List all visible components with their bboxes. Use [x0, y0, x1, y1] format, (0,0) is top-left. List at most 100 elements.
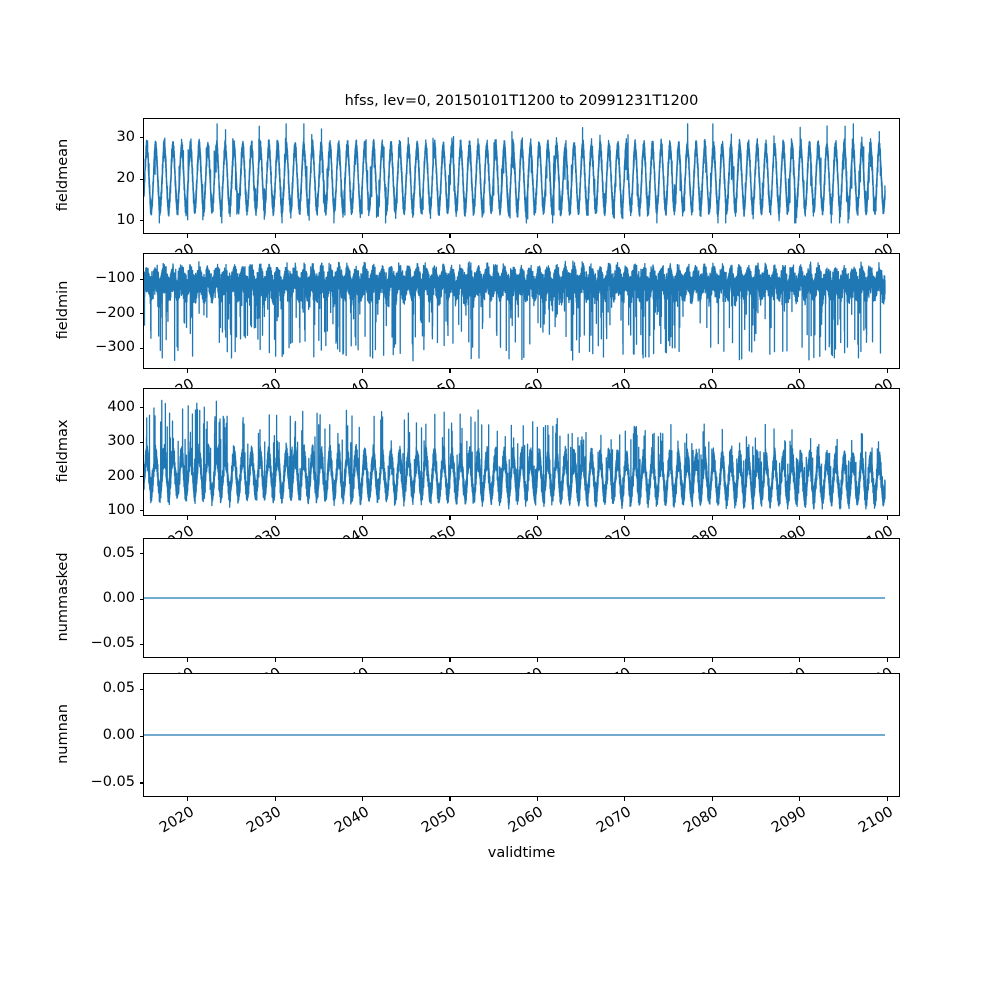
- x-tick-mark: [536, 796, 538, 801]
- x-tick-mark: [624, 368, 626, 373]
- y-tick-labels-fieldmean: 10 20 30: [73, 118, 135, 234]
- y-tick-label: 400: [107, 398, 135, 415]
- x-tick-mark: [187, 796, 189, 801]
- y-tick-label: −0.05: [90, 635, 135, 652]
- x-axis-label: validtime: [487, 845, 556, 861]
- y-tick-mark: [139, 782, 144, 784]
- y-axis-label-numnan: numnan: [55, 704, 71, 764]
- y-tick-label: −300: [95, 339, 135, 356]
- y-tick-mark: [139, 278, 144, 280]
- plot-area-nummasked: [144, 539, 899, 657]
- y-tick-mark: [139, 735, 144, 737]
- x-tick-mark: [274, 368, 276, 373]
- y-tick-mark: [139, 476, 144, 478]
- y-tick-labels-fieldmax: 100 200 300 400: [73, 388, 135, 518]
- x-tick-mark: [274, 657, 276, 662]
- x-tick-mark: [274, 233, 276, 238]
- x-tick-mark: [187, 368, 189, 373]
- y-tick-mark: [139, 643, 144, 646]
- series-line-fieldmean: [144, 119, 899, 233]
- series-line-nummasked: [144, 539, 899, 657]
- x-tick-label: 2090: [768, 804, 809, 837]
- x-tick-mark: [799, 657, 801, 662]
- y-tick-mark: [139, 347, 144, 350]
- x-tick-mark: [799, 515, 801, 520]
- x-tick-mark: [536, 368, 538, 373]
- y-tick-mark: [139, 313, 144, 315]
- x-tick-mark: [274, 515, 276, 520]
- x-tick-mark: [799, 796, 801, 801]
- subplot-fieldmax: [139, 388, 900, 520]
- y-tick-mark: [139, 137, 144, 139]
- y-tick-mark: [139, 178, 144, 180]
- plot-area-fieldmax: [144, 389, 899, 515]
- x-tick-mark: [624, 657, 626, 662]
- y-tick-labels-numnan: 0.05 0.00 −0.05: [73, 673, 135, 797]
- y-tick-label: 300: [107, 433, 135, 450]
- y-tick-mark: [139, 510, 144, 512]
- figure-title: hfss, lev=0, 20150101T1200 to 20991231T1…: [344, 93, 699, 109]
- series-line-fieldmax: [144, 389, 899, 515]
- y-tick-label: 0.00: [102, 727, 135, 743]
- x-tick-mark: [449, 796, 451, 801]
- y-tick-label: 0.05: [102, 680, 135, 697]
- x-tick-mark: [449, 233, 451, 238]
- x-tick-mark: [711, 368, 713, 373]
- y-axis-label-nummasked: nummasked: [55, 552, 71, 642]
- series-line-fieldmin: [144, 254, 899, 368]
- x-tick-label: 2070: [593, 804, 634, 837]
- y-tick-mark: [139, 407, 144, 409]
- x-tick-label: 2030: [244, 804, 285, 837]
- x-tick-mark: [711, 515, 713, 520]
- y-tick-label: −100: [95, 270, 135, 286]
- plot-area-numnan: [144, 674, 899, 796]
- y-tick-mark: [139, 598, 144, 600]
- x-tick-mark: [799, 368, 801, 373]
- x-tick-label: 2100: [856, 804, 896, 837]
- y-tick-label: 200: [107, 467, 135, 484]
- x-tick-mark: [886, 368, 888, 373]
- x-tick-mark: [362, 515, 364, 520]
- x-tick-mark: [449, 657, 451, 662]
- x-tick-mark: [362, 657, 364, 662]
- x-tick-mark: [362, 368, 364, 373]
- y-tick-label: 100: [107, 501, 135, 518]
- plot-area-fieldmin: [144, 254, 899, 368]
- x-tick-mark: [449, 368, 451, 373]
- x-tick-mark: [449, 515, 451, 520]
- x-tick-mark: [362, 796, 364, 801]
- x-tick-mark: [536, 515, 538, 520]
- x-tick-label: 2020: [156, 804, 197, 837]
- subplot-nummasked: [139, 538, 900, 662]
- y-tick-mark: [139, 441, 144, 443]
- x-tick-mark: [187, 233, 189, 238]
- x-tick-mark: [362, 233, 364, 238]
- x-tick-mark: [886, 515, 888, 520]
- y-axis-label-fieldmax: fieldmax: [55, 419, 71, 483]
- x-tick-mark: [799, 233, 801, 238]
- plot-area-fieldmean: [144, 119, 899, 233]
- x-tick-mark: [624, 233, 626, 238]
- subplot-fieldmin: [139, 253, 900, 373]
- x-tick-mark: [274, 796, 276, 801]
- y-tick-mark: [139, 553, 144, 555]
- y-tick-label: 20: [116, 170, 135, 187]
- x-tick-mark: [536, 657, 538, 662]
- x-tick-mark: [536, 233, 538, 238]
- y-tick-label: −0.05: [90, 773, 135, 790]
- y-tick-labels-fieldmin: −100 −200 −300: [73, 253, 135, 369]
- y-tick-labels-nummasked: 0.05 0.00 −0.05: [73, 538, 135, 658]
- x-tick-mark: [886, 796, 888, 801]
- y-axis-label-fieldmin: fieldmin: [55, 280, 71, 340]
- x-tick-mark: [711, 657, 713, 662]
- y-tick-mark: [139, 688, 144, 690]
- y-tick-mark: [139, 220, 144, 222]
- x-tick-mark: [187, 515, 189, 520]
- x-tick-label: 2060: [506, 804, 547, 837]
- y-tick-label: −200: [95, 304, 135, 321]
- x-tick-label: 2080: [681, 804, 722, 837]
- x-tick-label: 2050: [418, 804, 459, 837]
- y-tick-label: 0.00: [102, 590, 135, 606]
- y-tick-label: 30: [116, 128, 135, 145]
